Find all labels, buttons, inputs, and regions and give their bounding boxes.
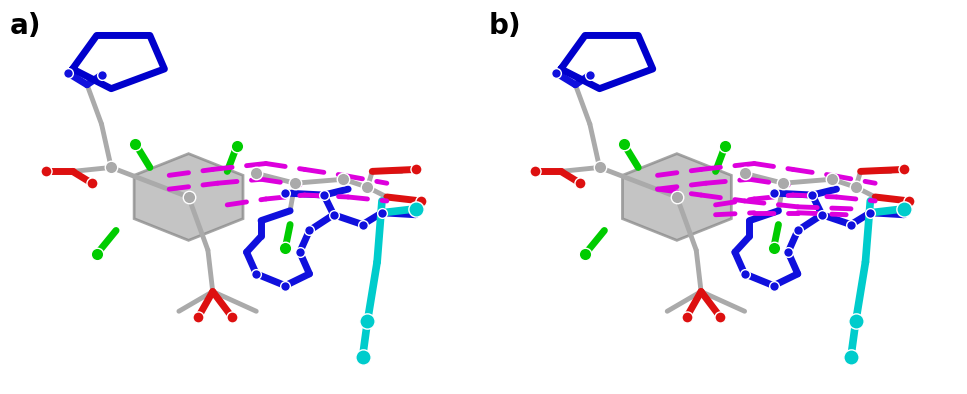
Text: b): b) [488, 12, 521, 40]
Polygon shape [623, 154, 731, 240]
Polygon shape [134, 154, 243, 240]
Text: a): a) [10, 12, 42, 40]
